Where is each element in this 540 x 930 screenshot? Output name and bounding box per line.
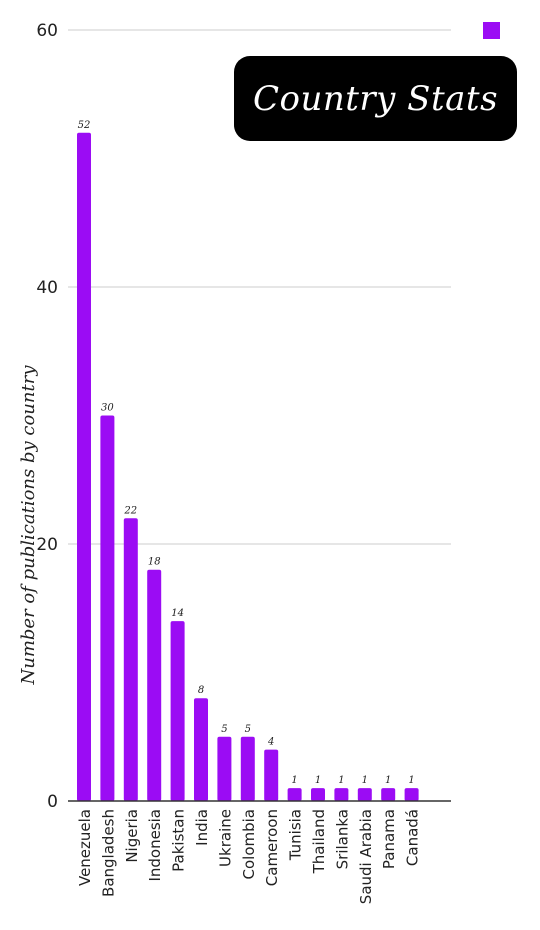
y-tick-labels: 0 20 40 60 <box>36 21 58 812</box>
x-tick-label: India <box>193 809 211 846</box>
x-tick-label: Saudi Arabia <box>357 809 375 904</box>
bar <box>381 788 396 801</box>
data-label: 5 <box>221 724 227 735</box>
data-label: 18 <box>148 557 161 568</box>
chart-title-box: Country Stats <box>234 56 517 141</box>
legend-swatch <box>483 22 500 39</box>
bar <box>77 132 91 802</box>
data-label: 30 <box>101 403 114 414</box>
data-label: 8 <box>198 685 204 696</box>
data-label: 14 <box>171 608 184 619</box>
x-tick-labels: Venezuela Bangladesh Nigeria Indonesia Pakis… <box>76 809 422 904</box>
x-tick-label: Thailand <box>310 809 328 874</box>
bar <box>194 698 208 801</box>
bar <box>147 569 162 801</box>
data-label: 1 <box>362 775 368 786</box>
bar <box>311 788 325 801</box>
data-label: 1 <box>315 775 321 786</box>
data-label: 1 <box>291 775 297 786</box>
bar <box>287 788 302 801</box>
bar <box>334 788 349 801</box>
data-label: 52 <box>78 120 91 131</box>
bar <box>123 518 138 801</box>
data-label: 1 <box>385 775 391 786</box>
bar <box>100 415 115 801</box>
x-tick-label: Bangladesh <box>99 809 117 897</box>
chart-title: Country Stats <box>252 78 499 119</box>
bar <box>404 788 419 801</box>
data-labels: 52 30 22 18 14 8 5 5 4 1 1 1 1 1 1 <box>78 120 415 786</box>
x-tick-label: Indonesia <box>146 809 164 882</box>
y-axis-label: Number of publications by country <box>18 365 39 686</box>
bar <box>170 621 185 801</box>
x-tick-label: Cameroon <box>263 809 281 886</box>
bar <box>264 749 279 801</box>
x-tick-label: Nigeria <box>123 809 141 863</box>
x-tick-label: Canadá <box>404 809 422 866</box>
data-label: 22 <box>123 505 137 516</box>
bars <box>77 132 419 802</box>
bar <box>217 736 232 801</box>
y-tick-label: 0 <box>47 792 58 812</box>
x-tick-label: Venezuela <box>76 809 94 886</box>
x-tick-label: Ukraine <box>216 809 234 867</box>
data-label: 4 <box>267 737 274 748</box>
x-tick-label: Tunisia <box>287 809 305 861</box>
data-label: 1 <box>338 775 344 786</box>
y-tick-label: 60 <box>36 21 58 41</box>
bar <box>357 788 372 801</box>
data-label: 5 <box>245 724 251 735</box>
bar <box>240 736 255 801</box>
x-tick-label: Srilanka <box>333 809 351 869</box>
data-label: 1 <box>408 775 414 786</box>
x-tick-label: Pakistan <box>170 809 188 872</box>
x-tick-label: Panama <box>380 809 398 869</box>
x-tick-label: Colombia <box>240 809 258 880</box>
y-tick-label: 40 <box>36 278 58 298</box>
y-tick-label: 20 <box>36 535 58 555</box>
